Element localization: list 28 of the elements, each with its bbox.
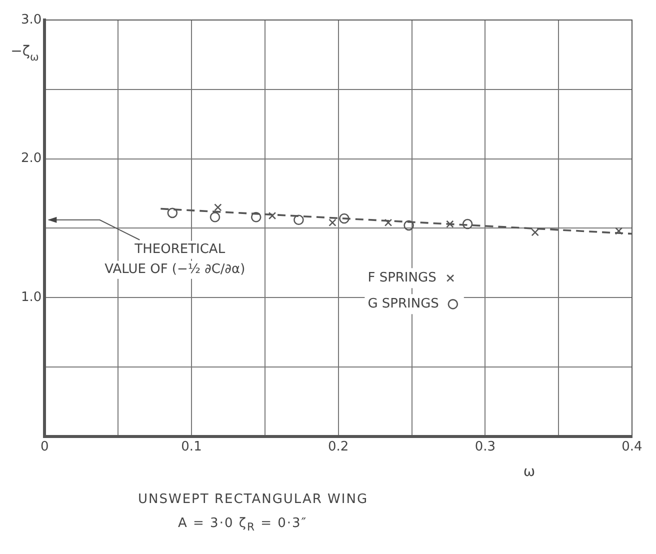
x-tick-label: 0 (40, 440, 49, 455)
x-tick-label: 0.1 (181, 440, 202, 455)
point (614, 227, 623, 235)
point (268, 212, 276, 220)
text: A = 3·0 ζ$_{R}$ = 0·3″ (177, 515, 308, 536)
annotation: THEORETICAL VALUE OF (−½ ∂C/∂α) (104, 242, 246, 278)
x-axis-title: ω (523, 464, 536, 480)
x-tick-label: 0.4 (622, 440, 642, 455)
point (404, 220, 414, 231)
x-tick-label: 0.3 (474, 440, 496, 455)
point (328, 218, 336, 226)
point (210, 212, 220, 222)
point (339, 213, 350, 224)
point (250, 212, 262, 222)
point (531, 228, 539, 236)
y-tick-label: 2.0 (20, 151, 42, 166)
point (446, 220, 454, 228)
point (384, 218, 392, 226)
y-tick-label: 3.0 (20, 12, 42, 28)
point (167, 208, 178, 218)
point (294, 214, 304, 226)
point (214, 204, 222, 212)
legend-label: G SPRINGS (368, 296, 439, 312)
y-tick-label: 1.0 (20, 290, 42, 305)
text: UNSWEPT RECTANGULAR WING (138, 491, 370, 509)
legend-label: F SPRINGS (368, 270, 436, 286)
x-tick-label: 0.2 (328, 440, 349, 455)
point (462, 218, 473, 230)
